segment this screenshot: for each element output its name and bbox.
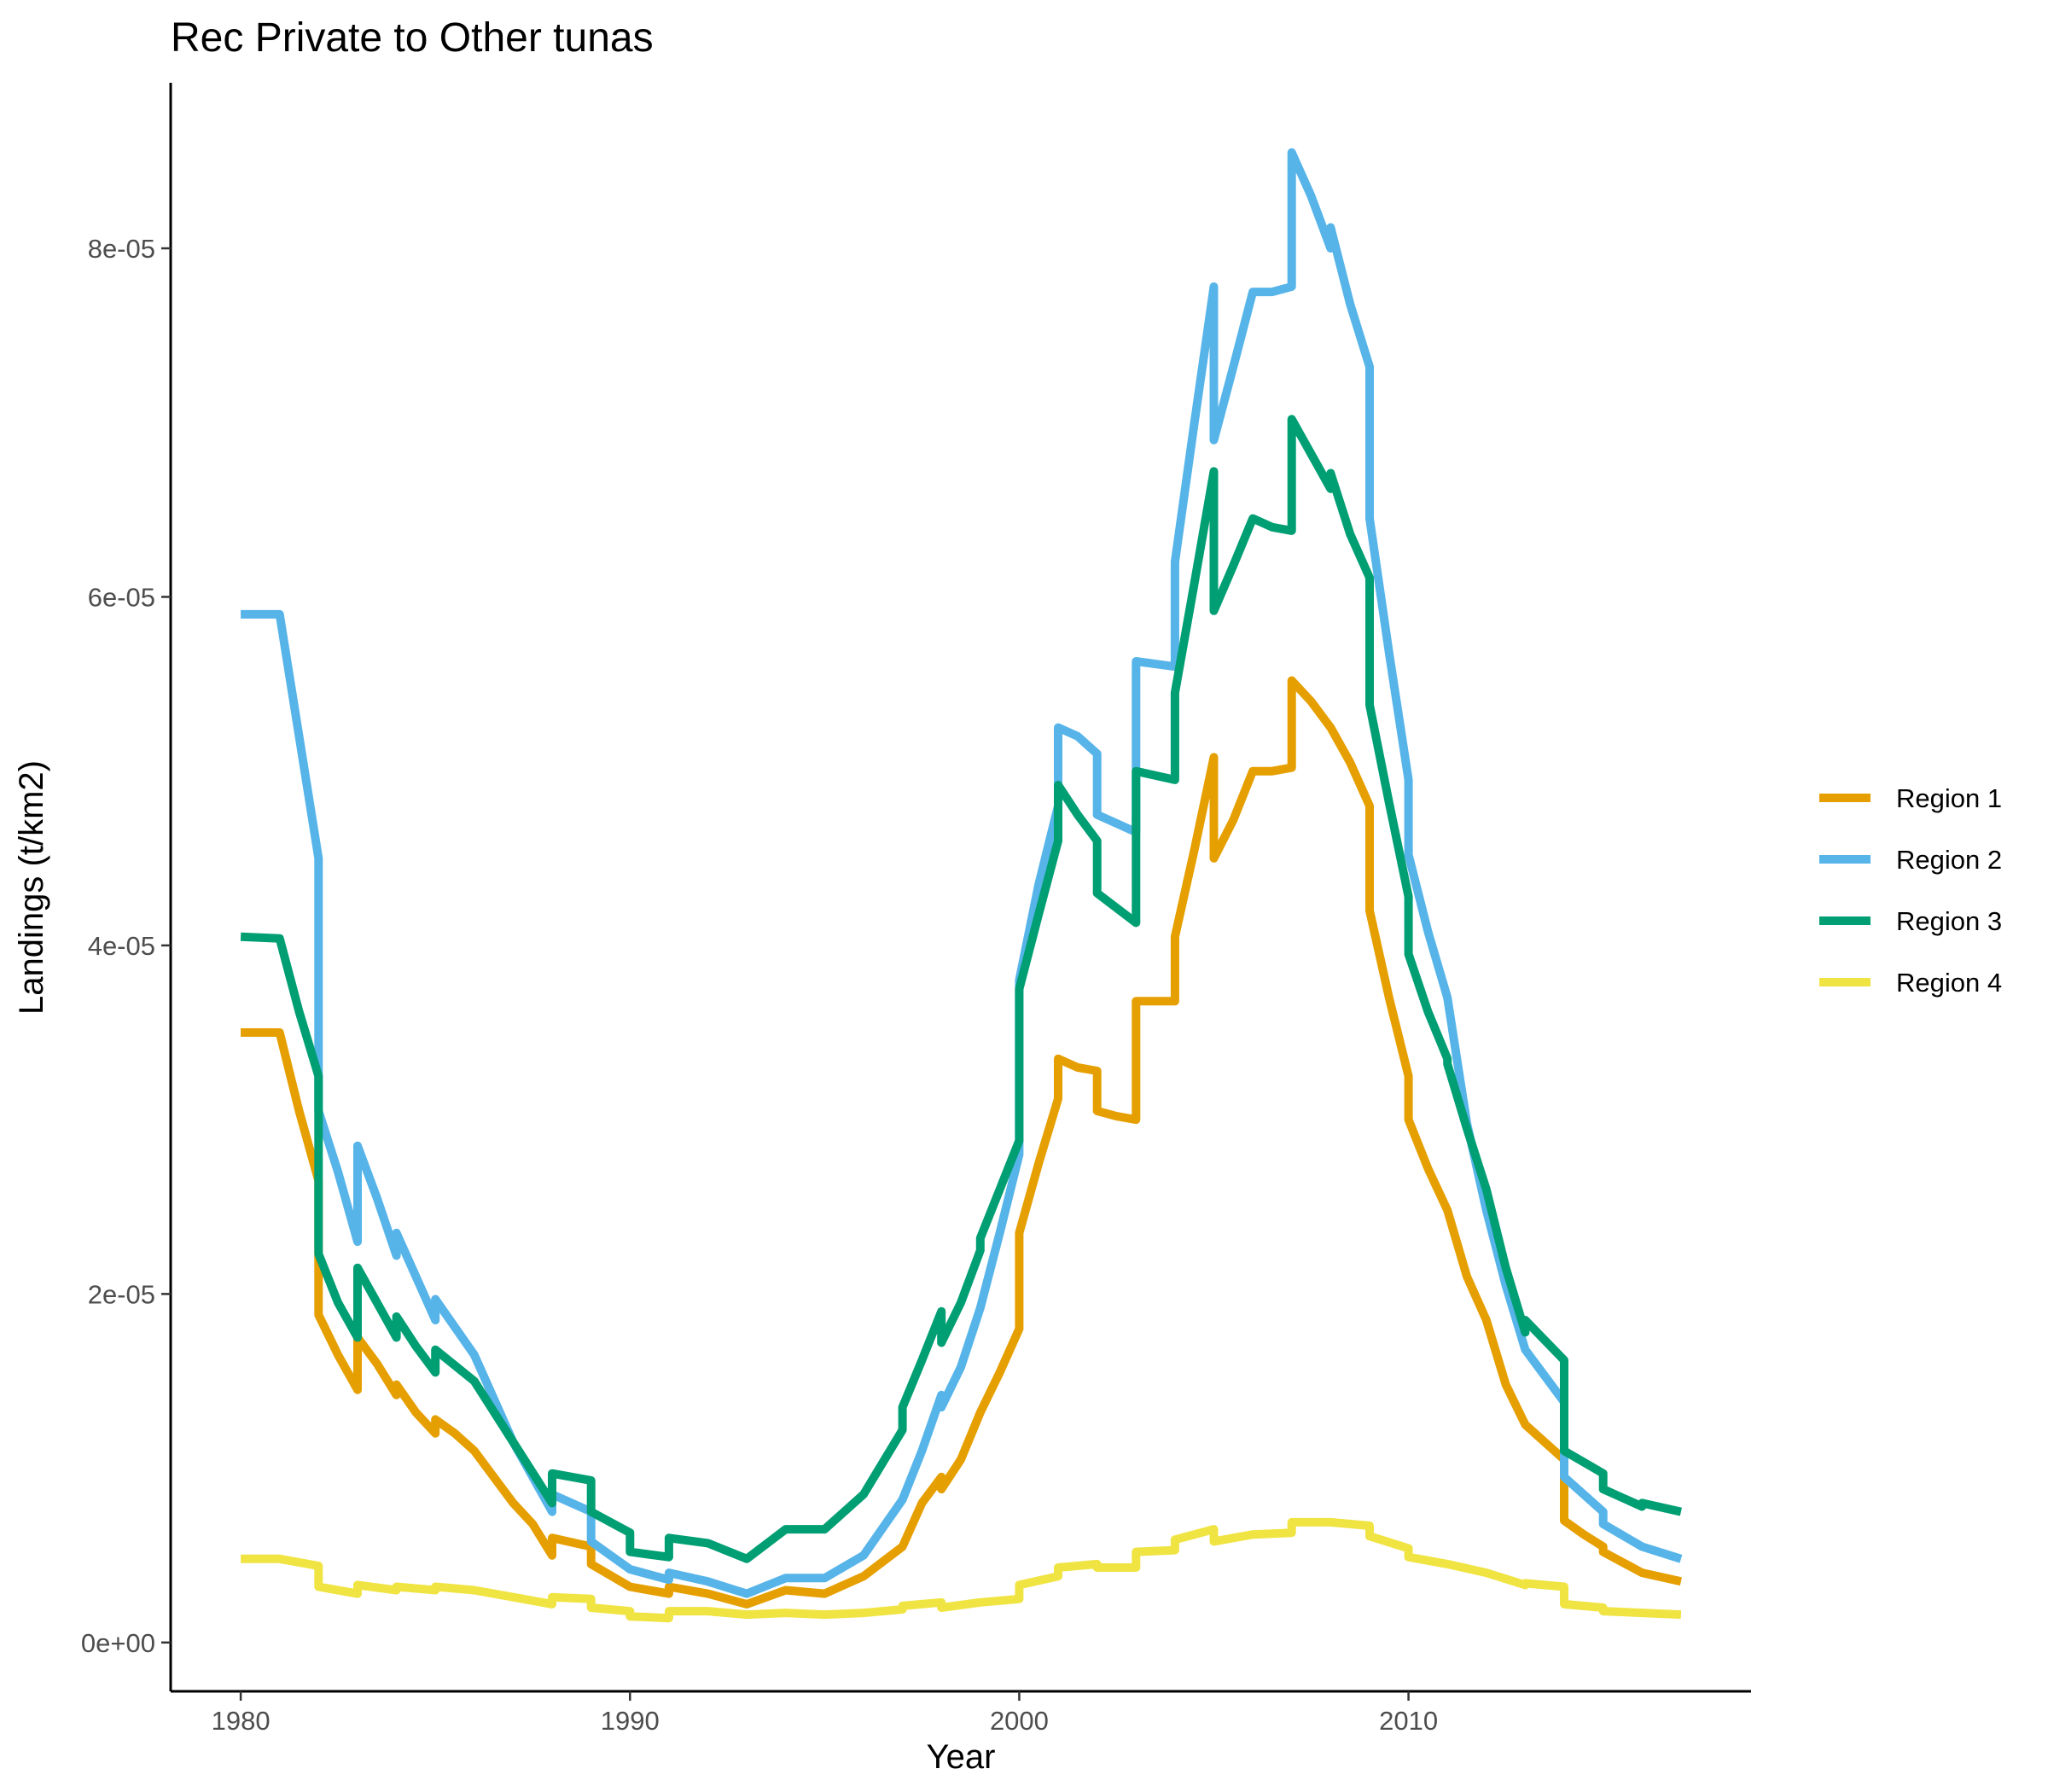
y-tick-label: 6e-05 (88, 582, 155, 612)
y-tick-label: 4e-05 (88, 931, 155, 961)
x-axis-ticks: 1980 1990 2000 2010 (212, 1691, 1438, 1736)
legend-label: Region 4 (1896, 968, 2002, 998)
y-axis-title: Landings (t/km2) (13, 760, 50, 1015)
series-line-region-3 (240, 415, 1682, 1563)
legend-label: Region 1 (1896, 783, 2002, 813)
x-tick-label: 1980 (212, 1706, 271, 1736)
legend-label: Region 3 (1896, 906, 2002, 936)
y-tick-label: 0e+00 (81, 1628, 155, 1658)
legend-label: Region 2 (1896, 845, 2002, 875)
x-axis-title: Year (927, 1738, 996, 1776)
y-axis-ticks: 0e+00 2e-05 4e-05 6e-05 8e-05 (81, 234, 171, 1658)
legend-item-region-4: Region 4 (1819, 968, 2002, 998)
legend-item-region-1: Region 1 (1819, 783, 2002, 813)
y-tick-label: 2e-05 (88, 1279, 155, 1309)
y-tick-label: 8e-05 (88, 234, 155, 264)
series-layer (240, 148, 1683, 1623)
series-line-region-4 (241, 1517, 1682, 1623)
x-tick-label: 1990 (601, 1706, 660, 1736)
legend: Region 1 Region 2 Region 3 Region 4 (1819, 783, 2002, 998)
chart-title: Rec Private to Other tunas (171, 15, 654, 61)
series-line-region-1 (241, 676, 1682, 1609)
x-tick-label: 2010 (1379, 1706, 1438, 1736)
plot-area: 0e+00 2e-05 4e-05 6e-05 8e-05 1980 1990 2000 20… (81, 83, 1751, 1736)
x-tick-label: 2000 (990, 1706, 1049, 1736)
legend-item-region-2: Region 2 (1819, 845, 2002, 875)
series-line-region-2 (241, 148, 1683, 1598)
legend-item-region-3: Region 3 (1819, 906, 2002, 936)
